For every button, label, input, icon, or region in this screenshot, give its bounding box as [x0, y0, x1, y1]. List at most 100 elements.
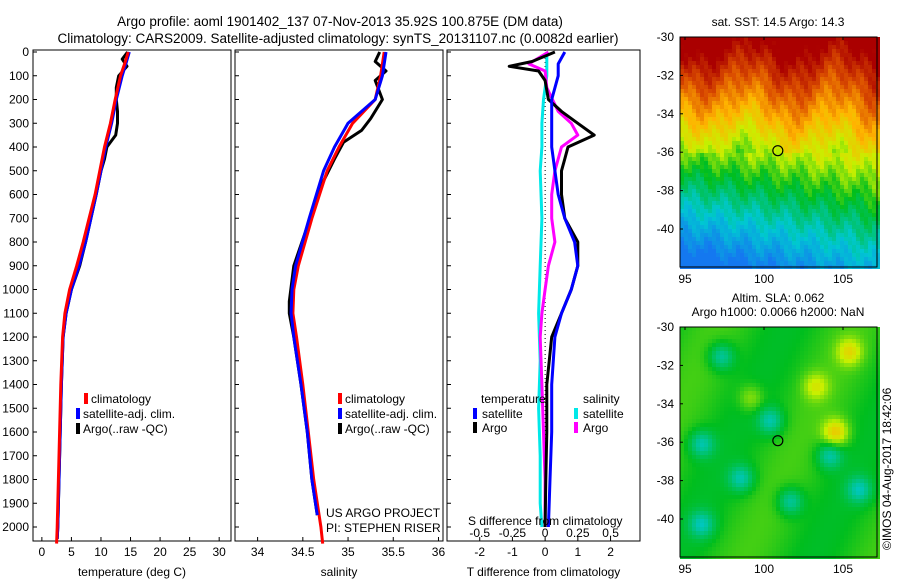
map-pixel [820, 339, 824, 343]
map-pixel [804, 217, 808, 221]
map-pixel [856, 153, 860, 157]
map-pixel [708, 403, 712, 407]
map-pixel [740, 73, 744, 77]
map-pixel [728, 363, 732, 367]
map-pixel [796, 411, 800, 415]
map-pixel [868, 443, 872, 447]
map-pixel [764, 37, 768, 41]
map-pixel [792, 391, 796, 395]
map-pixel [712, 69, 716, 73]
map-pixel [716, 343, 720, 347]
map-pixel [720, 37, 724, 41]
map-pixel [788, 201, 792, 205]
map-pixel [720, 217, 724, 221]
map-pixel [824, 165, 828, 169]
map-pixel [844, 391, 848, 395]
map-pixel [704, 185, 708, 189]
map-pixel [868, 81, 872, 85]
map-pixel [848, 395, 852, 399]
map-pixel [868, 467, 872, 471]
map-pixel [852, 181, 856, 185]
map-pixel [848, 335, 852, 339]
map-pixel [848, 109, 852, 113]
map-pixel [844, 367, 848, 371]
map-pixel [792, 451, 796, 455]
map-pixel [856, 471, 860, 475]
map-pixel [804, 165, 808, 169]
map-pixel [688, 185, 692, 189]
map-pixel [844, 93, 848, 97]
map-pixel [840, 423, 844, 427]
map-pixel [680, 113, 684, 117]
map-pixel [764, 351, 768, 355]
map-pixel [844, 37, 848, 41]
map-pixel [828, 431, 832, 435]
map-pixel [764, 371, 768, 375]
map-pixel [696, 169, 700, 173]
map-pixel [736, 237, 740, 241]
map-pixel [752, 125, 756, 129]
legend-swatch-s-argo [574, 422, 578, 433]
map-pixel [688, 423, 692, 427]
map-pixel [860, 37, 864, 41]
map-pixel [848, 53, 852, 57]
map-pixel [756, 81, 760, 85]
lat-tick-label: -38 [657, 184, 675, 198]
map-pixel [696, 475, 700, 479]
map-pixel [772, 399, 776, 403]
map-pixel [856, 391, 860, 395]
map-pixel [732, 109, 736, 113]
map-pixel [772, 169, 776, 173]
map-pixel [792, 423, 796, 427]
map-pixel [876, 375, 880, 379]
map-pixel [748, 407, 752, 411]
map-pixel [764, 73, 768, 77]
map-pixel [700, 125, 704, 129]
map-pixel [708, 455, 712, 459]
map-pixel [768, 363, 772, 367]
series-line-temperature-argo [507, 50, 596, 528]
map-pixel [840, 331, 844, 335]
map-pixel [852, 359, 856, 363]
map-pixel [688, 427, 692, 431]
map-pixel [844, 351, 848, 355]
map-pixel [752, 53, 756, 57]
map-pixel [808, 153, 812, 157]
map-pixel [804, 145, 808, 149]
map-pixel [804, 399, 808, 403]
map-pixel [848, 375, 852, 379]
map-pixel [688, 245, 692, 249]
map-pixel [752, 261, 756, 265]
map-pixel [724, 185, 728, 189]
map-pixel [752, 423, 756, 427]
map-pixel [716, 97, 720, 101]
map-pixel [824, 475, 828, 479]
map-pixel [756, 245, 760, 249]
map-pixel [816, 45, 820, 49]
map-pixel [840, 185, 844, 189]
map-pixel [836, 363, 840, 367]
map-pixel [788, 371, 792, 375]
map-pixel [744, 249, 748, 253]
map-pixel [796, 209, 800, 213]
map-pixel [800, 129, 804, 133]
map-pixel [764, 467, 768, 471]
map-pixel [828, 149, 832, 153]
map-pixel [820, 161, 824, 165]
map-pixel [756, 451, 760, 455]
lat-tick-label: -30 [657, 30, 675, 44]
map-pixel [680, 411, 684, 415]
map-pixel [724, 69, 728, 73]
map-pixel [736, 217, 740, 221]
map-pixel [680, 153, 684, 157]
map-pixel [776, 423, 780, 427]
map-pixel [744, 451, 748, 455]
map-pixel [740, 367, 744, 371]
map-pixel [772, 85, 776, 89]
map-pixel [772, 379, 776, 383]
map-pixel [788, 177, 792, 181]
map-pixel [764, 117, 768, 121]
map-pixel [864, 101, 868, 105]
map-pixel [772, 41, 776, 45]
map-pixel [836, 117, 840, 121]
